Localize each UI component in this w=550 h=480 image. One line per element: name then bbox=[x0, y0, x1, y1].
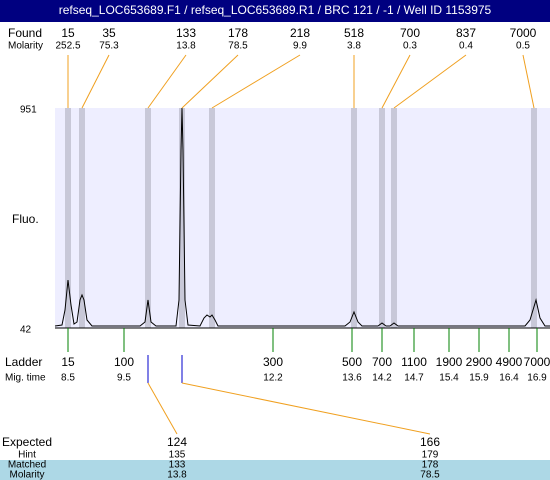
peak-band bbox=[351, 108, 357, 328]
found-value: 218 bbox=[290, 26, 310, 40]
expected-value: 166 bbox=[420, 435, 440, 449]
expected-label: Expected bbox=[2, 435, 52, 449]
ladder-value: 100 bbox=[114, 355, 134, 369]
peak-band bbox=[179, 108, 185, 328]
molarity-label: Molarity bbox=[8, 41, 43, 52]
match-connector bbox=[181, 382, 431, 435]
molarity-value: 13.8 bbox=[176, 41, 196, 52]
hint-value: 179 bbox=[422, 450, 439, 461]
ladder-value: 500 bbox=[342, 355, 362, 369]
mig-time-value: 9.5 bbox=[117, 373, 131, 384]
peak-band bbox=[209, 108, 215, 328]
ladder-value: 4900 bbox=[496, 355, 523, 369]
peak-connector bbox=[522, 54, 535, 109]
matched-molarity-value: 13.8 bbox=[167, 470, 187, 480]
matched-label: Matched bbox=[8, 460, 46, 471]
mig-time-label: Mig. time bbox=[5, 373, 46, 384]
peak-connector bbox=[181, 54, 239, 109]
mig-time-value: 12.2 bbox=[263, 373, 283, 384]
found-value: 7000 bbox=[510, 26, 537, 40]
plot-area bbox=[55, 108, 550, 328]
matched-molarity-value: 78.5 bbox=[420, 470, 440, 480]
molarity-value: 252.5 bbox=[55, 41, 80, 52]
y-min-label: 42 bbox=[20, 325, 32, 336]
mig-time-value: 16.9 bbox=[527, 373, 547, 384]
mig-time-value: 14.2 bbox=[372, 373, 392, 384]
ladder-label: Ladder bbox=[5, 355, 42, 369]
peak-band bbox=[391, 108, 397, 328]
peak-connector bbox=[211, 54, 301, 109]
molarity-row-bg bbox=[0, 470, 550, 480]
molarity-value: 0.5 bbox=[516, 41, 530, 52]
y-max-label: 951 bbox=[20, 105, 37, 116]
mig-time-value: 8.5 bbox=[61, 373, 75, 384]
found-value: 133 bbox=[176, 26, 196, 40]
found-value: 15 bbox=[61, 26, 75, 40]
match-connector bbox=[147, 382, 178, 435]
ladder-value: 700 bbox=[372, 355, 392, 369]
peak-band bbox=[145, 108, 151, 328]
mig-time-value: 13.6 bbox=[342, 373, 362, 384]
found-value: 837 bbox=[456, 26, 476, 40]
mig-time-value: 15.9 bbox=[469, 373, 489, 384]
peak-connector bbox=[381, 54, 411, 109]
peak-connector bbox=[393, 54, 467, 109]
found-value: 700 bbox=[400, 26, 420, 40]
peak-connector bbox=[147, 54, 187, 109]
mig-time-value: 16.4 bbox=[499, 373, 519, 384]
ladder-value: 2900 bbox=[466, 355, 493, 369]
matched-value: 178 bbox=[422, 460, 439, 471]
molarity-value: 0.4 bbox=[459, 41, 473, 52]
ladder-value: 1900 bbox=[436, 355, 463, 369]
mig-time-value: 15.4 bbox=[439, 373, 459, 384]
molarity-value: 0.3 bbox=[403, 41, 417, 52]
ladder-value: 1100 bbox=[401, 355, 427, 369]
peak-connector bbox=[81, 54, 110, 109]
ladder-value: 300 bbox=[263, 355, 283, 369]
peak-band bbox=[379, 108, 385, 328]
peak-band bbox=[79, 108, 85, 328]
molarity-value: 78.5 bbox=[228, 41, 248, 52]
title-bar bbox=[0, 0, 550, 22]
hint-value: 135 bbox=[169, 450, 186, 461]
found-value: 518 bbox=[344, 26, 364, 40]
trace bbox=[54, 107, 550, 327]
title: refseq_LOC653689.F1 / refseq_LOC653689.R… bbox=[59, 3, 492, 17]
found-label: Found bbox=[8, 26, 42, 40]
y-axis-label: Fluo. bbox=[12, 212, 39, 226]
matched-value: 133 bbox=[169, 460, 186, 471]
ladder-value: 15 bbox=[61, 355, 75, 369]
peak-band bbox=[531, 108, 537, 328]
found-value: 35 bbox=[102, 26, 116, 40]
mig-time-value: 14.7 bbox=[404, 373, 424, 384]
matched-molarity-label: Molarity bbox=[9, 470, 44, 480]
ladder-value: 7000 bbox=[524, 355, 550, 369]
hint-label: Hint bbox=[18, 450, 36, 461]
molarity-value: 9.9 bbox=[293, 41, 307, 52]
matched-row-bg bbox=[0, 460, 550, 470]
molarity-value: 3.8 bbox=[347, 41, 361, 52]
found-value: 178 bbox=[228, 26, 248, 40]
molarity-value: 75.3 bbox=[99, 41, 119, 52]
peak-band bbox=[65, 108, 71, 328]
expected-value: 124 bbox=[167, 435, 187, 449]
